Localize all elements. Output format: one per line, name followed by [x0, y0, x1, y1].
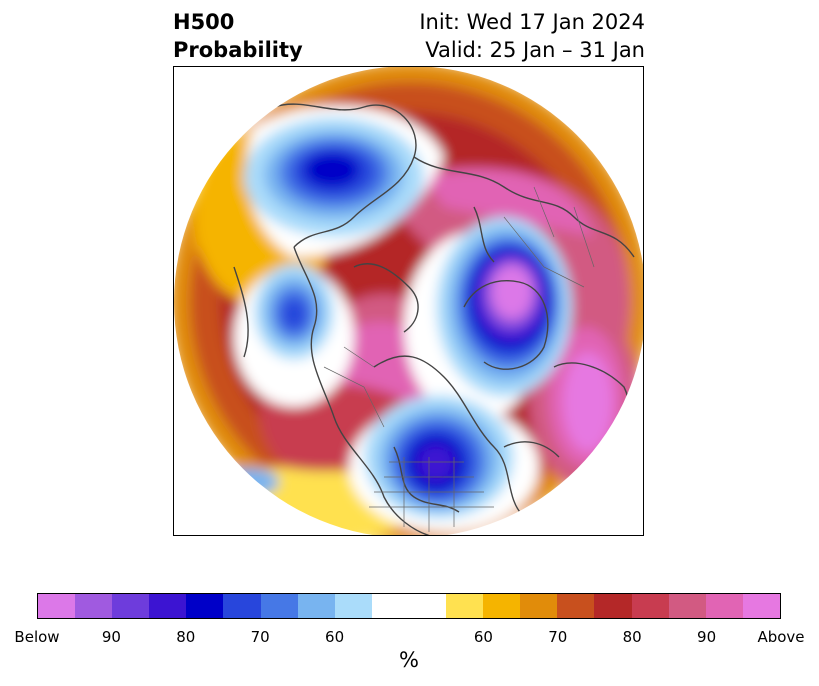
- colorbar-tick-8: 80: [622, 628, 642, 646]
- colorbar-unit-label: %: [399, 648, 419, 672]
- colorbar-swatch-above-9: [742, 594, 780, 618]
- colorbar-swatch-above-2: [483, 594, 521, 618]
- colorbar-swatch-above-8: [705, 594, 743, 618]
- title-field: Probability: [173, 38, 303, 62]
- colorbar-swatch-below-2: [75, 594, 113, 618]
- polar-probability-map: [174, 67, 643, 535]
- colorbar-swatch-neutral: [371, 594, 447, 618]
- colorbar-tick-2: 90: [101, 628, 121, 646]
- colorbar-swatch-above-3: [520, 594, 558, 618]
- colorbar-swatch-below-6: [223, 594, 261, 618]
- colorbar: [37, 593, 781, 619]
- colorbar-swatch-below-1: [38, 594, 76, 618]
- colorbar-tick-3: 80: [176, 628, 196, 646]
- map-panel: [173, 66, 644, 536]
- colorbar-swatch-above-1: [446, 594, 484, 618]
- title-right: Init: Wed 17 Jan 2024 Valid: 25 Jan – 31…: [419, 8, 645, 64]
- title-left: H500 Probability: [173, 8, 303, 64]
- colorbar-tick-7: 70: [548, 628, 568, 646]
- colorbar-tick-10: Above: [757, 628, 805, 646]
- title-variable: H500: [173, 10, 235, 34]
- colorbar-tick-1: Below: [14, 628, 60, 646]
- colorbar-tick-9: 90: [697, 628, 717, 646]
- colorbar-swatch-above-7: [668, 594, 706, 618]
- colorbar-swatch-above-5: [594, 594, 632, 618]
- colorbar-tick-6: 60: [473, 628, 493, 646]
- colorbar-swatch-above-4: [557, 594, 595, 618]
- colorbar-tick-5: 60: [325, 628, 345, 646]
- colorbar-swatch-below-8: [297, 594, 335, 618]
- colorbar-swatch-below-5: [186, 594, 224, 618]
- colorbar-swatch-above-6: [631, 594, 669, 618]
- colorbar-swatch-below-7: [260, 594, 298, 618]
- colorbar-swatch-below-4: [149, 594, 187, 618]
- colorbar-swatch-below-3: [112, 594, 150, 618]
- colorbar-swatch-below-9: [334, 594, 372, 618]
- valid-range: Valid: 25 Jan – 31 Jan: [425, 38, 645, 62]
- colorbar-tick-4: 70: [250, 628, 270, 646]
- init-date: Init: Wed 17 Jan 2024: [419, 10, 645, 34]
